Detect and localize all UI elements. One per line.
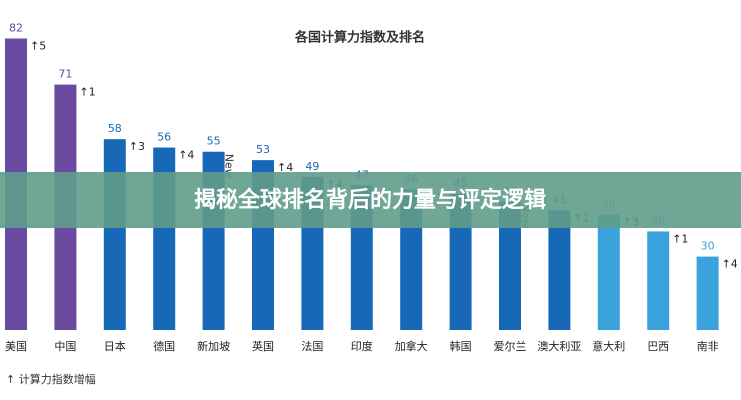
chart-title: 各国计算力指数及排名 [294,30,425,46]
x-tick-label: 韩国 [450,339,472,353]
x-tick-label: 日本 [104,339,126,353]
bar [103,139,126,330]
bar [647,231,670,330]
banner [0,172,741,228]
change-label: ↑4 [722,258,738,271]
x-tick-label: 新加坡 [197,339,230,353]
x-tick-label: 法国 [301,339,323,353]
change-label: ↑1 [672,232,688,245]
x-tick-label: 中国 [54,340,76,353]
x-tick-label: 南非 [697,340,719,353]
value-label: 56 [157,131,171,144]
x-tick-label: 澳大利亚 [537,339,581,353]
bar [499,202,521,330]
bar [548,210,571,330]
x-tick-label: 美国 [5,340,27,353]
banner-text: 揭秘全球排名背后的力量与评定逻辑 [194,187,546,213]
bar [696,256,719,330]
change-label: ↑4 [178,149,194,162]
x-tick-label: 德国 [153,339,175,353]
x-tick-label: 爱尔兰 [494,340,527,353]
value-label: 53 [256,143,270,156]
change-label: ↑4 [277,161,293,174]
change-label: ↑5 [30,39,46,52]
change-label: ↑1 [79,86,95,99]
value-label: 82 [9,21,23,34]
value-label: 71 [58,68,72,81]
value-label: 55 [207,135,221,148]
change-label: New [223,154,236,178]
value-label: 58 [108,122,122,135]
value-label: 49 [305,160,319,173]
x-tick-label: 意大利 [592,339,625,353]
change-label: ↑3 [129,140,145,153]
bar [597,214,620,330]
x-tick-label: 巴西 [647,340,669,353]
value-label: 30 [701,240,715,253]
x-tick-label: 加拿大 [395,339,428,353]
x-tick-label: 印度 [351,339,373,353]
legend: ↑ 计算力指数增幅 [6,372,96,386]
x-tick-label: 英国 [252,339,274,353]
